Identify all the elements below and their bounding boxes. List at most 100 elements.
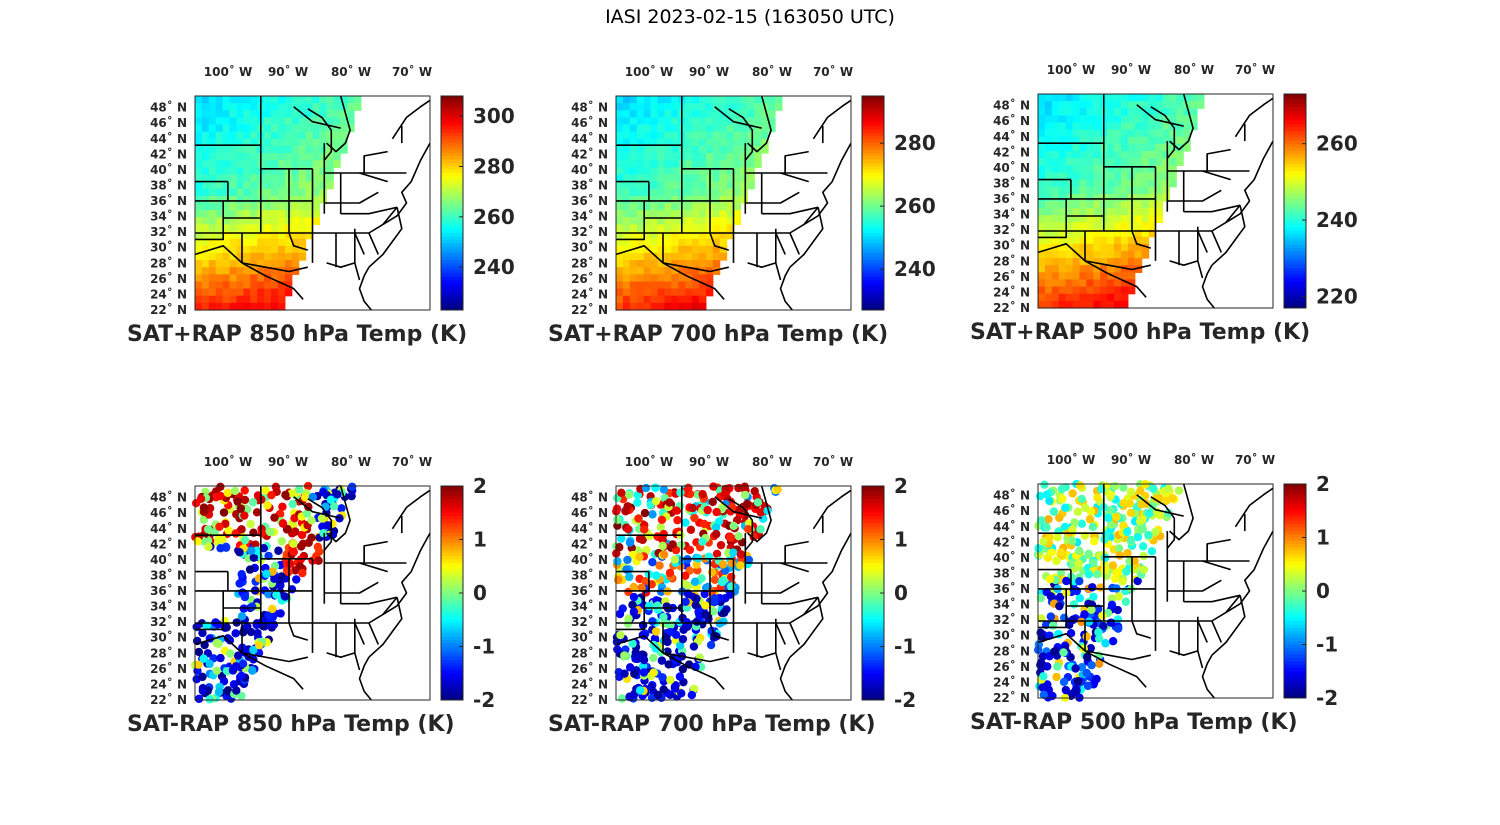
temperature-cell: [236, 103, 244, 111]
temperature-cell: [705, 103, 714, 111]
difference-point: [272, 590, 281, 600]
temperature-cell: [1058, 229, 1067, 238]
temperature-cell: [1114, 129, 1122, 138]
temperature-cell: [726, 117, 735, 126]
temperature-cell: [692, 181, 700, 190]
temperature-cell: [636, 210, 645, 218]
temperature-cell: [305, 160, 314, 168]
temperature-cell: [629, 145, 638, 154]
temperature-cell: [229, 302, 238, 311]
temperature-cell: [1141, 243, 1150, 252]
temperature-cell: [1134, 158, 1143, 166]
temperature-cell: [1134, 222, 1143, 231]
colorbar-segment: [441, 289, 463, 294]
lat-tick-label: 28˚ N: [993, 643, 1030, 658]
lat-tick-label: 36˚ N: [150, 583, 187, 598]
colorbar-segment: [862, 132, 884, 137]
difference-point: [198, 686, 208, 695]
temperature-cell: [712, 96, 721, 104]
lat-tick-label: 48˚ N: [571, 490, 608, 505]
temperature-cell: [1079, 258, 1087, 266]
difference-point: [1067, 536, 1077, 546]
difference-point: [664, 660, 673, 669]
colorbar-segment: [862, 273, 884, 278]
temperature-cell: [629, 181, 638, 190]
temperature-cell: [1162, 172, 1170, 181]
difference-point: [1151, 527, 1160, 537]
colorbar-segment: [1284, 227, 1306, 232]
temperature-cell: [1114, 272, 1122, 281]
temperature-cell: [712, 203, 721, 211]
difference-point: [651, 627, 661, 636]
temperature-cell: [740, 195, 748, 204]
difference-point: [640, 508, 650, 518]
temperature-cell: [284, 145, 293, 154]
temperature-cell: [1065, 286, 1074, 295]
lat-tick-label: 42˚ N: [150, 536, 187, 551]
temperature-cell: [1148, 158, 1157, 166]
temperature-cell: [243, 96, 251, 104]
temperature-cell: [264, 103, 272, 111]
temperature-cell: [754, 124, 762, 133]
temperature-cell: [208, 110, 217, 118]
colorbar-segment: [862, 259, 884, 264]
temperature-cell: [1058, 186, 1067, 195]
temperature-cell: [1120, 143, 1129, 152]
colorbar-segment: [441, 283, 463, 288]
difference-point: [1119, 483, 1128, 492]
difference-point: [239, 628, 248, 637]
lat-tick-label: 24˚ N: [571, 676, 608, 691]
difference-point: [617, 694, 627, 703]
colorbar-frame: [1283, 93, 1307, 309]
temperature-cell: [1134, 201, 1143, 209]
temperature-cell: [271, 131, 279, 140]
difference-point: [210, 527, 219, 537]
temperature-cell: [692, 203, 700, 211]
temperature-cell: [678, 260, 686, 268]
temperature-cell: [1044, 136, 1053, 145]
temperature-cell: [685, 260, 693, 268]
difference-point: [712, 507, 721, 517]
temperature-cell: [643, 252, 652, 261]
difference-point: [222, 623, 231, 632]
temperature-cell: [636, 174, 645, 183]
colorbar-segment: [441, 643, 463, 647]
difference-point: [640, 525, 649, 534]
temperature-cell: [1176, 115, 1184, 124]
state-border: [359, 172, 388, 183]
colorbar-segment: [862, 646, 884, 651]
difference-point: [711, 523, 721, 532]
state-border: [382, 142, 431, 226]
temperature-cell: [277, 96, 286, 104]
temperature-cell: [1148, 229, 1157, 238]
colorbar-segment: [1284, 647, 1306, 652]
colorbar-segment: [441, 653, 463, 658]
temperature-cell: [312, 103, 321, 111]
difference-point: [1083, 681, 1093, 691]
temperature-cell: [243, 203, 251, 211]
colorbar-segment: [862, 289, 884, 294]
temperature-cell: [201, 117, 210, 126]
temperature-cell: [201, 131, 210, 140]
temperature-cell: [1072, 136, 1081, 145]
colorbar-segment: [1284, 490, 1306, 495]
temperature-cell: [712, 138, 721, 147]
lat-tick-label: 40˚ N: [571, 552, 608, 567]
temperature-cell: [1107, 101, 1115, 109]
colorbar-segment: [1284, 671, 1306, 676]
difference-point: [248, 666, 257, 675]
colorbar-segment: [441, 179, 463, 184]
temperature-cell: [664, 217, 672, 225]
state-border: [1038, 588, 1067, 629]
temperature-cell: [712, 252, 721, 261]
temperature-cell: [1148, 122, 1157, 131]
temperature-cell: [1065, 151, 1074, 159]
temperature-cell: [1141, 208, 1150, 216]
temperature-cell: [1072, 272, 1081, 281]
colorbar-segment: [441, 239, 463, 244]
colorbar-segment: [862, 552, 884, 557]
temperature-cell: [1051, 236, 1060, 245]
lon-tick-label: 90˚ W: [268, 454, 308, 469]
temperature-cell: [340, 124, 348, 133]
state-border: [662, 262, 725, 300]
